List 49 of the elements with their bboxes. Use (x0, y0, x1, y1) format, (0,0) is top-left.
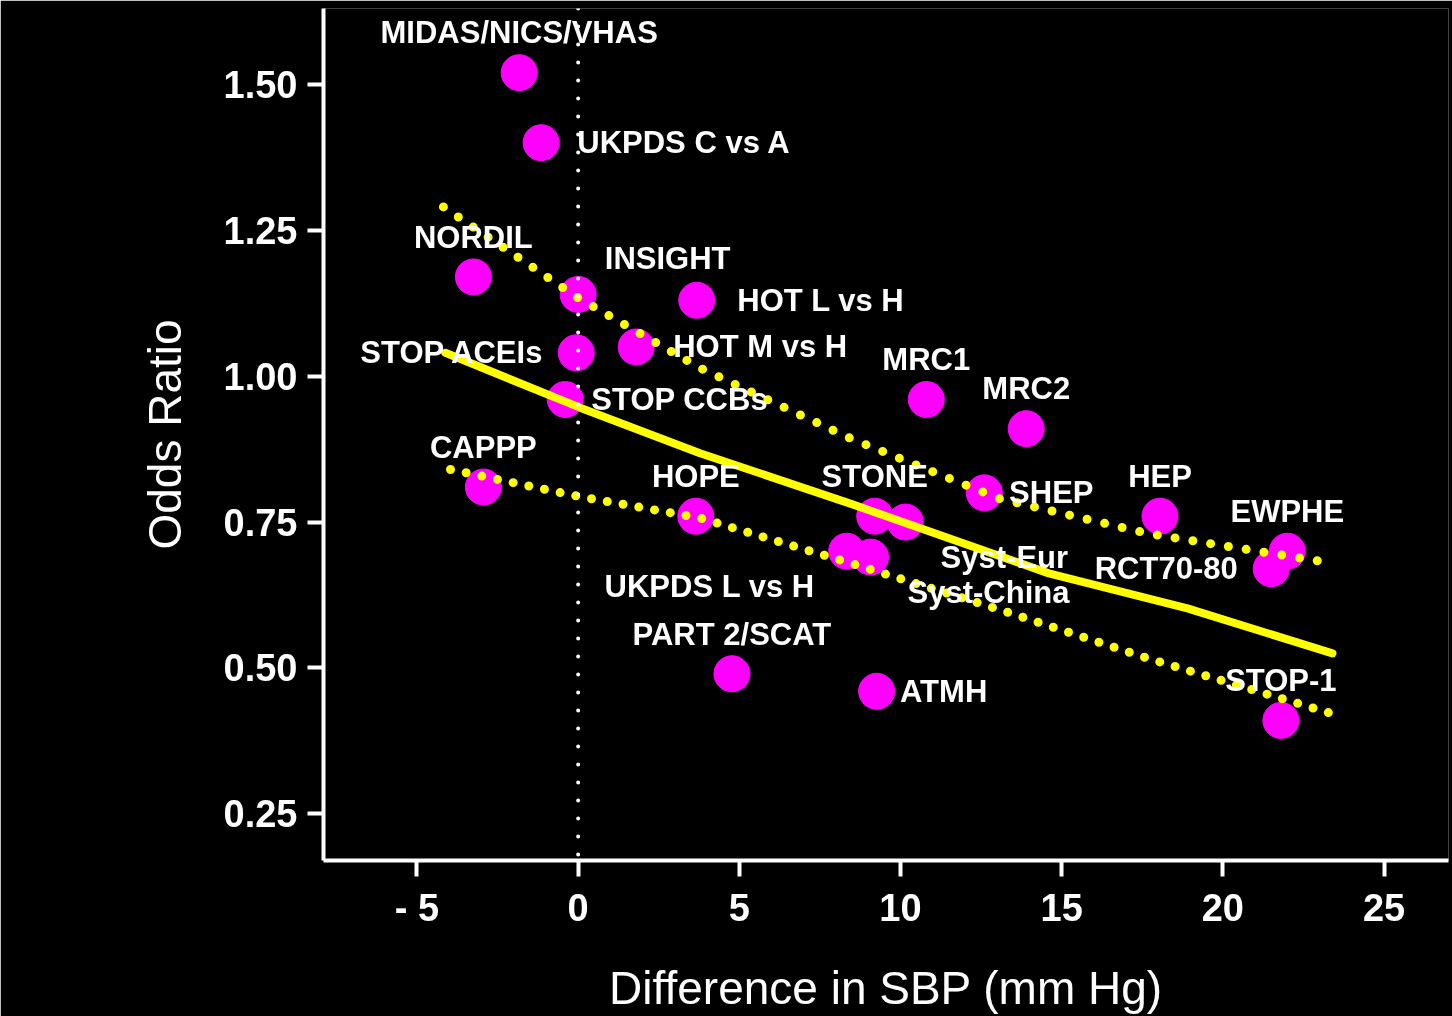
x-tick-label: 20 (1201, 886, 1244, 929)
annotation: ATMH (900, 673, 988, 709)
annotation: STOP CCBs (591, 381, 768, 417)
annotation: HOT M vs H (673, 329, 848, 365)
annotation: MRC1 (882, 342, 971, 378)
x-axis-title: Difference in SBP (mm Hg) (609, 961, 1163, 1014)
y-tick-label: 1.50 (223, 63, 298, 106)
point (454, 258, 492, 296)
point (1007, 410, 1045, 448)
annotation: PART 2/SCAT (632, 616, 832, 652)
point (557, 334, 595, 372)
annotation: RCT70-80 (1094, 551, 1238, 587)
x-tick-label: 5 (728, 886, 750, 929)
annotation: INSIGHT (604, 241, 731, 277)
point (713, 655, 751, 693)
point (1141, 497, 1179, 535)
point (858, 672, 896, 710)
annotation: HOT L vs H (737, 282, 904, 318)
annotation: HOPE (651, 458, 740, 494)
y-tick-label: 0.25 (223, 793, 298, 836)
point (678, 281, 716, 319)
x-tick-label: - 5 (394, 886, 440, 929)
point (500, 54, 538, 92)
annotation: STOP-1 (1225, 663, 1337, 699)
point (1262, 701, 1300, 739)
annotation: HEP (1128, 458, 1192, 494)
annotation: MRC2 (982, 371, 1071, 407)
annotation: UKPDS L vs H (604, 569, 815, 605)
y-tick-label: 0.50 (223, 647, 298, 690)
point (907, 381, 945, 418)
y-tick-label: 0.75 (223, 501, 298, 544)
annotation: STONE (821, 458, 928, 494)
point (617, 328, 655, 366)
x-tick-label: 0 (567, 886, 589, 929)
y-axis-title: Odds Ratio (138, 319, 191, 550)
x-tick-label: 25 (1362, 886, 1406, 929)
y-tick-label: 1.25 (223, 209, 298, 252)
annotation: SHEP (1009, 475, 1094, 511)
annotation: NORDIL (413, 219, 533, 255)
annotation: CAPPP (429, 429, 537, 465)
annotation: MIDAS/NICS/VHAS (380, 15, 658, 51)
point (522, 124, 560, 162)
annotation: UKPDS C vs A (577, 125, 790, 161)
x-tick-label: 10 (879, 886, 922, 929)
y-tick-label: 1.00 (223, 355, 298, 398)
point (1252, 550, 1290, 588)
annotation: EWPHE (1230, 493, 1345, 529)
annotation: STOP ACEIs (360, 335, 543, 371)
x-tick-label: 15 (1040, 886, 1083, 929)
